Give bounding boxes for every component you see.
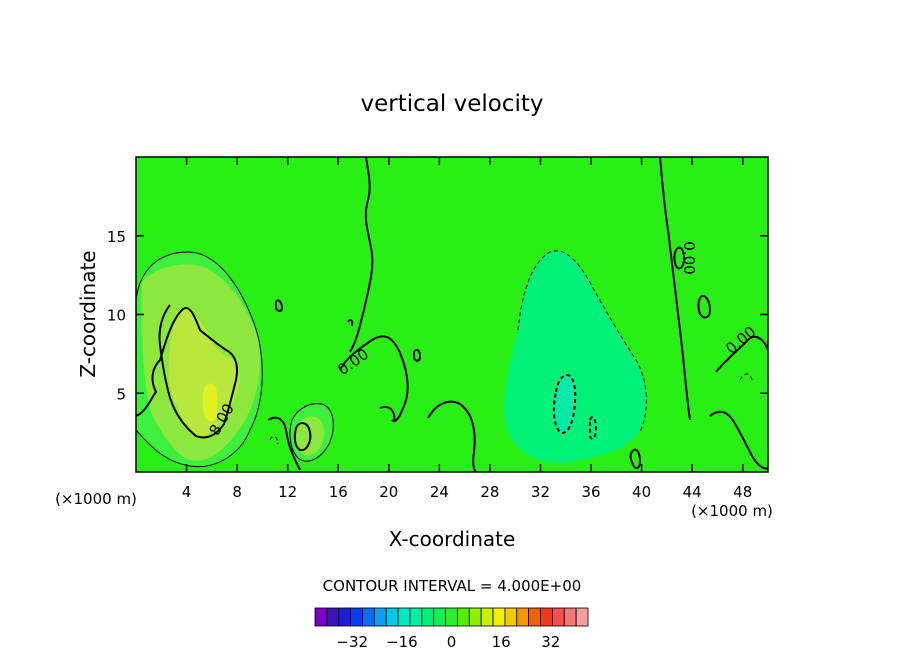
x-tick-label: 48 (733, 483, 752, 501)
colorbar-swatch (492, 607, 506, 627)
colorbar-swatch (421, 607, 435, 627)
colorbar (314, 607, 589, 627)
colorbar-swatch (563, 607, 577, 627)
positive-contours (136, 251, 334, 468)
contour-interval-label: CONTOUR INTERVAL = 4.000E+00 (323, 577, 582, 595)
colorbar-swatch (468, 607, 482, 627)
colorbar-tick-label: −32 (336, 633, 368, 651)
colorbar-swatch (409, 607, 423, 627)
x-axis-ticks: 4 8 12 16 20 24 28 32 36 40 44 48 (182, 157, 752, 501)
updraft-band-12-16 (202, 383, 218, 422)
colorbar-swatch (397, 607, 411, 627)
x-tick-label: 24 (430, 483, 449, 501)
x-tick-label: 12 (278, 483, 297, 501)
negative-contours (269, 250, 753, 445)
colorbar-swatch (457, 607, 470, 627)
x-unit-label-left: (×1000 m) (55, 490, 137, 508)
contour-label-zero: 0.00 (680, 241, 698, 274)
y-tick-label: 10 (107, 307, 126, 325)
colorbar-tick-label: 0 (447, 633, 457, 651)
x-axis-label: X-coordinate (389, 527, 516, 551)
downdraft-band-m8-m4 (553, 374, 576, 433)
downdraft-band-m4-0 (504, 250, 647, 463)
colorbar-tick-labels: −32 −16 0 16 32 (336, 633, 560, 651)
y-axis-ticks: 5 10 15 (107, 228, 768, 403)
x-tick-label: 36 (581, 483, 600, 501)
colorbar-swatch (575, 607, 589, 627)
x-tick-label: 4 (182, 483, 192, 501)
y-tick-label: 15 (107, 228, 126, 246)
colorbar-swatch (385, 607, 399, 627)
colorbar-swatch (362, 607, 375, 627)
colorbar-tick-label: 16 (492, 633, 511, 651)
colorbar-swatch (504, 607, 518, 627)
colorbar-swatch (433, 607, 446, 627)
chart-title: vertical velocity (361, 91, 544, 117)
x-unit-label-right: (×1000 m) (691, 502, 773, 520)
colorbar-swatch (338, 607, 352, 627)
x-tick-label: 16 (329, 483, 348, 501)
x-tick-label: 8 (232, 483, 242, 501)
y-tick-label: 5 (116, 385, 126, 403)
colorbar-swatch (326, 607, 340, 627)
colorbar-swatch (373, 607, 387, 627)
colorbar-swatch (480, 607, 494, 627)
colorbar-swatch (528, 607, 541, 627)
colorbar-swatch (314, 607, 328, 627)
x-tick-label: 20 (379, 483, 398, 501)
updraft-band-8-12 (168, 308, 240, 437)
x-tick-label: 44 (683, 483, 702, 501)
x-tick-label: 28 (480, 483, 499, 501)
colorbar-swatch (551, 607, 565, 627)
x-tick-label: 40 (632, 483, 651, 501)
colorbar-swatch (516, 607, 530, 627)
x-tick-label: 32 (531, 483, 550, 501)
colorbar-tick-label: −16 (386, 633, 418, 651)
plot-area: 0.00 0.00 0.00 8.00 (136, 157, 768, 472)
colorbar-swatch (540, 607, 553, 627)
y-axis-label: Z-coordinate (76, 250, 100, 377)
zero-contours (136, 157, 768, 472)
colorbar-tick-label: 32 (541, 633, 560, 651)
colorbar-swatch (445, 607, 458, 627)
colorbar-swatch (350, 607, 363, 627)
